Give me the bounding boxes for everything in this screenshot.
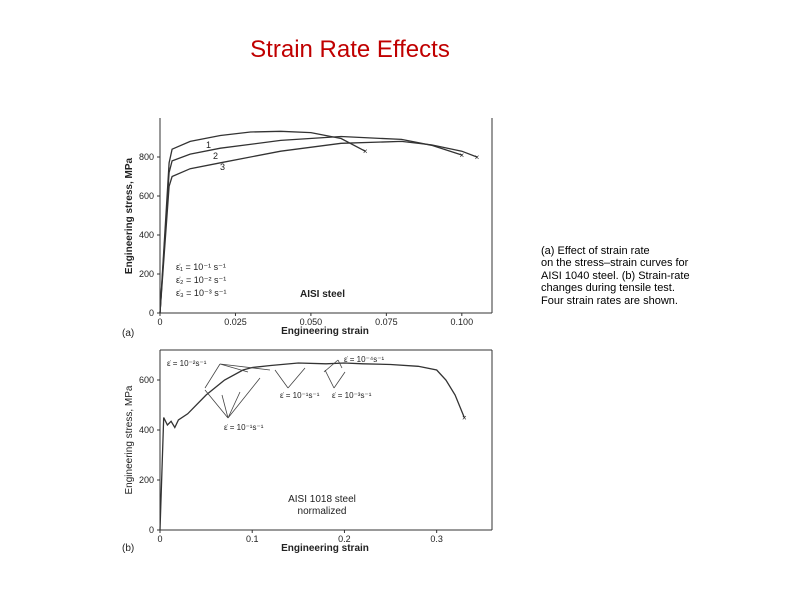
fracture-mark: × xyxy=(475,153,480,162)
y-tick-label: 400 xyxy=(139,230,154,240)
chart-a-legend-3: ε̇₃ = 10⁻³ s⁻¹ xyxy=(176,288,226,298)
caption-line: changes during tensile test. xyxy=(541,282,675,295)
x-tick-label: 0 xyxy=(157,534,162,544)
x-tick-label: 0 xyxy=(157,317,162,327)
y-tick-label: 200 xyxy=(139,269,154,279)
x-tick-label: 0.025 xyxy=(224,317,247,327)
y-tick-label: 800 xyxy=(139,152,154,162)
x-tick-label: 0.100 xyxy=(451,317,474,327)
x-tick-label: 0.050 xyxy=(300,317,323,327)
chart-a-curve-label-2: 2 xyxy=(213,151,218,161)
chart-a-xlabel: Engineering strain xyxy=(281,326,369,337)
y-tick-label: 200 xyxy=(139,475,154,485)
y-tick-label: 600 xyxy=(139,191,154,201)
chart-b-rate-label-4: ε̇ = 10⁻³s⁻¹ xyxy=(332,391,372,400)
chart-a-curve-label-1: 1 xyxy=(206,140,211,150)
x-tick-label: 0.3 xyxy=(430,534,443,544)
chart-b-callout-lines xyxy=(204,359,346,419)
y-tick-label: 0 xyxy=(149,308,154,318)
chart-b-panel-label: (b) xyxy=(122,543,134,554)
y-tick-label: 0 xyxy=(149,525,154,535)
y-tick-label: 400 xyxy=(139,425,154,435)
chart-a-legend-1: ε̇₁ = 10⁻¹ s⁻¹ xyxy=(176,262,226,272)
fracture-mark: × xyxy=(459,151,464,160)
chart-b-annotation-line-2: normalized xyxy=(298,506,347,517)
chart-a-legend-2: ε̇₂ = 10⁻² s⁻¹ xyxy=(176,275,226,285)
chart-a-curve-label-3: 3 xyxy=(220,162,225,172)
chart-b-rate-label-2: ε̇ = 10⁻⁴s⁻¹ xyxy=(344,355,384,364)
chart-b-rate-label-3: ε̇ = 10⁻¹s⁻¹ xyxy=(280,391,320,400)
caption-line: AISI 1040 steel. (b) Strain-rate xyxy=(541,269,690,282)
series-line-2 xyxy=(159,135,462,314)
slide-title: Strain Rate Effects xyxy=(250,36,450,63)
series-line-3 xyxy=(159,140,478,314)
fracture-mark: × xyxy=(363,147,368,156)
x-tick-label: 0.1 xyxy=(246,534,259,544)
chart-a-panel-label: (a) xyxy=(122,328,134,339)
y-tick-label: 600 xyxy=(139,375,154,385)
fracture-mark: × xyxy=(462,414,467,423)
x-tick-label: 0.2 xyxy=(338,534,351,544)
series-line-1 xyxy=(159,130,366,314)
chart-a-annotation: AISI steel xyxy=(300,289,345,300)
series-line-1 xyxy=(159,362,465,531)
chart-b-rate-label-1: ε̇ = 10⁻²s⁻¹ xyxy=(167,359,207,368)
chart-a-ylabel: Engineering stress, MPa xyxy=(124,157,135,274)
x-tick-label: 0.075 xyxy=(375,317,398,327)
caption-line: Four strain rates are shown. xyxy=(541,294,678,307)
caption-line: on the stress–strain curves for xyxy=(541,257,689,270)
figure-caption: (a) Effect of strain rate on the stress–… xyxy=(541,245,751,307)
chart-b-ylabel: Engineering stress, MPa xyxy=(124,385,135,494)
chart-b-annotation-line-1: AISI 1018 steel xyxy=(288,494,356,505)
chart-b-rate-label-5: ε̇ = 10⁻¹s⁻¹ xyxy=(224,423,264,432)
chart-b-xlabel: Engineering strain xyxy=(281,543,369,554)
caption-line: (a) Effect of strain rate xyxy=(541,245,650,257)
chart-b-stress-strain: 0 200 400 600 0 0.1 0.2 0.3 × Engineering stre… xyxy=(122,349,493,554)
